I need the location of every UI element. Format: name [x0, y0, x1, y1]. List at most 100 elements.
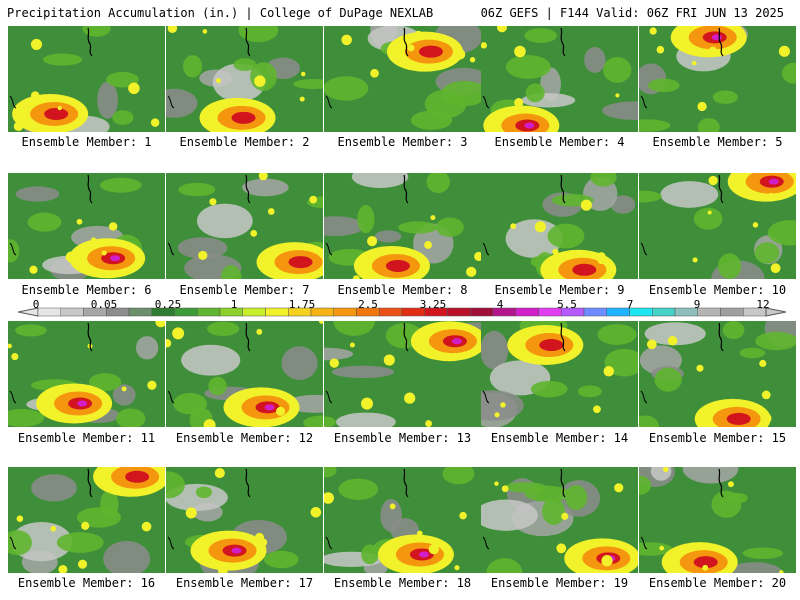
- scattered-precip-cell: [663, 467, 669, 473]
- ensemble-member-label: Ensemble Member: 11: [17, 431, 156, 445]
- lake-michigan-outline: [245, 174, 251, 204]
- colorbar-tick-label: 0.05: [90, 298, 118, 311]
- dry-area: [103, 540, 151, 573]
- scattered-precip-cell: [218, 565, 228, 573]
- ensemble-map-panel: [639, 26, 796, 132]
- light-precip-area: [565, 485, 588, 510]
- light-precip-area: [324, 467, 337, 478]
- coastline-outline: [167, 95, 175, 109]
- very-heavy-precip-area: [572, 263, 597, 276]
- scattered-precip-cell: [454, 48, 466, 60]
- scattered-precip-cell: [214, 468, 225, 479]
- scattered-precip-cell: [352, 275, 360, 279]
- scattered-precip-cell: [310, 506, 322, 518]
- scattered-precip-cell: [108, 222, 118, 231]
- scattered-precip-cell: [601, 555, 613, 567]
- lake-michigan-outline: [560, 322, 566, 352]
- precip-field: [481, 321, 638, 427]
- colorbar-swatch: [379, 307, 403, 317]
- scattered-precip-cell: [258, 173, 268, 181]
- scattered-precip-cell: [494, 412, 500, 418]
- scattered-precip-cell: [150, 118, 160, 127]
- light-precip-area: [324, 416, 336, 427]
- scattered-precip-cell: [761, 390, 771, 400]
- light-precip-area: [178, 182, 216, 197]
- scattered-precip-cell: [424, 241, 432, 249]
- dry-area: [242, 178, 289, 197]
- scattered-precip-cell: [198, 250, 208, 261]
- dry-area: [584, 46, 606, 73]
- light-precip-area: [693, 207, 723, 230]
- scattered-precip-cell: [556, 543, 567, 554]
- ensemble-member-label: Ensemble Member: 20: [648, 576, 787, 590]
- precip-field: [8, 467, 165, 573]
- colorbar-swatch: [333, 307, 357, 317]
- scattered-precip-cell: [494, 481, 499, 486]
- light-precip-area: [727, 492, 748, 504]
- light-precip-area: [435, 217, 464, 237]
- lake-michigan-outline: [718, 468, 724, 498]
- dry-area: [540, 67, 561, 102]
- scattered-precip-cell: [29, 265, 38, 274]
- light-precip-area: [116, 408, 146, 427]
- colorbar-tick-label: 9: [693, 298, 701, 311]
- very-heavy-precip-area: [726, 412, 751, 425]
- scattered-precip-cell: [361, 397, 373, 410]
- scattered-precip-cell: [708, 175, 718, 186]
- scattered-precip-cell: [696, 364, 704, 372]
- precip-field: [639, 173, 796, 279]
- light-precip-area: [639, 542, 673, 556]
- light-precip-area: [648, 78, 680, 93]
- lake-michigan-outline: [403, 468, 409, 498]
- extreme-precip-area: [77, 400, 88, 407]
- scattered-precip-cell: [534, 221, 546, 233]
- very-heavy-precip-area: [288, 256, 313, 269]
- colorbar-tick-label: 12: [756, 298, 770, 311]
- scattered-precip-cell: [615, 93, 620, 98]
- colorbar-tick-label: 1: [230, 298, 238, 311]
- ensemble-map-panel: [324, 321, 481, 427]
- coastline-outline: [325, 242, 333, 256]
- ensemble-map-panel: [166, 467, 323, 573]
- light-precip-area: [755, 331, 796, 351]
- scattered-precip-cell: [155, 321, 165, 328]
- scattered-precip-cell: [341, 34, 352, 46]
- scattered-precip-cell: [697, 101, 707, 112]
- scattered-precip-cell: [459, 511, 467, 520]
- scattered-precip-cell: [708, 46, 718, 56]
- dry-area: [351, 173, 409, 189]
- light-precip-area: [697, 118, 720, 132]
- dry-area: [97, 81, 118, 119]
- dry-area: [644, 322, 706, 346]
- ensemble-map-panel: [481, 321, 638, 427]
- extreme-precip-area: [418, 551, 429, 558]
- extreme-precip-area: [768, 178, 779, 185]
- dry-area: [324, 347, 354, 361]
- scattered-precip-cell: [416, 530, 423, 537]
- dry-area: [682, 467, 739, 484]
- lake-michigan-outline: [718, 27, 724, 57]
- ensemble-map-panel: [166, 321, 323, 427]
- scattered-precip-cell: [728, 481, 734, 488]
- precip-field: [166, 26, 323, 132]
- lake-michigan-outline: [245, 27, 251, 57]
- dry-area: [374, 230, 402, 243]
- dry-area: [660, 181, 719, 208]
- light-precip-area: [639, 119, 671, 132]
- precip-field: [639, 26, 796, 132]
- scattered-precip-cell: [256, 328, 263, 335]
- colorbar-swatch: [470, 307, 494, 317]
- scattered-precip-cell: [778, 45, 790, 57]
- scattered-precip-cell: [430, 215, 436, 221]
- light-precip-area: [639, 475, 652, 495]
- scattered-precip-cell: [779, 570, 784, 573]
- coastline-outline: [640, 390, 648, 404]
- lake-michigan-outline: [560, 468, 566, 498]
- light-precip-area: [742, 547, 784, 559]
- dry-area: [335, 412, 396, 427]
- coastline-outline: [640, 95, 648, 109]
- light-precip-area: [739, 347, 766, 359]
- light-precip-area: [547, 223, 585, 249]
- colorbar-swatch: [128, 307, 152, 317]
- light-precip-area: [603, 56, 632, 83]
